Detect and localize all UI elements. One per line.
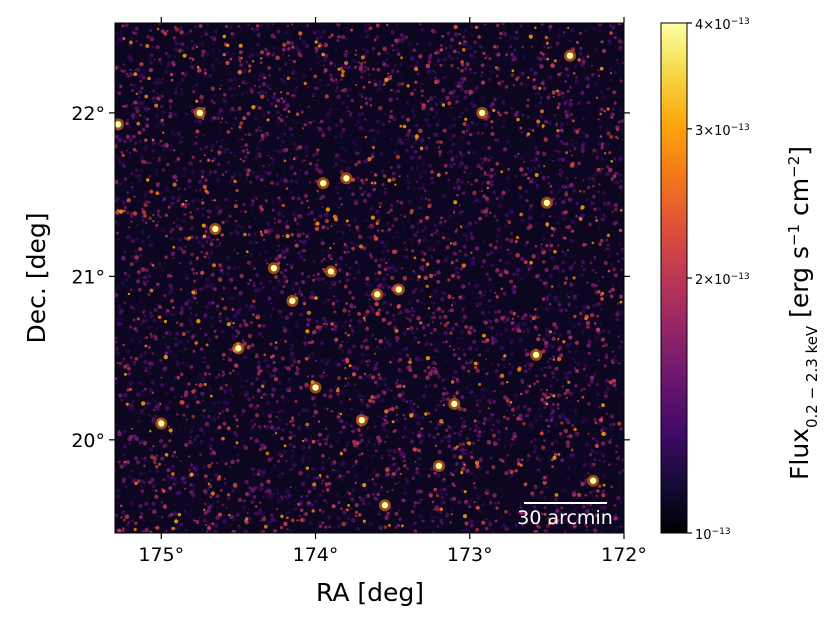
colorbar-gradient	[660, 22, 688, 534]
colorbar-title: Flux0.2 − 2.3 keV [erg s−1 cm−2]	[785, 146, 821, 480]
point-source	[324, 265, 337, 278]
point-source	[378, 499, 391, 512]
point-source	[232, 342, 245, 355]
point-source	[432, 459, 445, 472]
point-source	[355, 414, 368, 427]
scale-bar-label: 30 arcmin	[517, 507, 613, 529]
point-source	[371, 288, 384, 301]
point-source	[115, 118, 125, 131]
y-tick-label: 20°	[71, 430, 105, 452]
point-source	[209, 222, 222, 235]
x-axis-title: RA [deg]	[316, 578, 424, 607]
point-source	[448, 397, 461, 410]
point-source	[155, 417, 168, 430]
sky-map	[115, 23, 624, 533]
point-source	[476, 106, 489, 119]
point-source	[309, 381, 322, 394]
colorbar-tick-label: 3×10−13	[695, 123, 750, 139]
x-tick-label: 174°	[293, 544, 339, 566]
point-source	[564, 49, 577, 62]
x-tick-label: 173°	[447, 544, 493, 566]
y-tick-label: 22°	[71, 103, 105, 125]
y-tick-label: 21°	[71, 266, 105, 288]
point-source	[587, 474, 600, 487]
colorbar-tick-label: 10−13	[695, 527, 731, 543]
point-source	[317, 177, 330, 190]
point-source	[267, 262, 280, 275]
point-source	[193, 106, 206, 119]
scale-bar: 30 arcmin	[517, 502, 613, 529]
diffuse-emission	[115, 23, 624, 533]
point-sources	[115, 49, 600, 512]
plot-frame	[114, 22, 625, 534]
colorbar-ticks: 10−13 2×10−13 3×10−13 4×10−13	[687, 17, 750, 543]
colorbar: 10−13 2×10−13 3×10−13 4×10−13 Flux0.2 − 2.3…	[660, 17, 821, 543]
colorbar-tick-label: 4×10−13	[695, 17, 750, 33]
point-source	[340, 172, 353, 185]
axes: 175° 174° 173° 172° 20° 21° 22°	[71, 17, 647, 566]
y-axis-title: Dec. [deg]	[22, 213, 51, 344]
point-source	[286, 294, 299, 307]
colorbar-tick-label: 2×10−13	[695, 272, 750, 288]
point-source	[392, 283, 405, 296]
point-source	[540, 196, 553, 209]
x-tick-label: 175°	[138, 544, 184, 566]
x-tick-label: 172°	[601, 544, 647, 566]
point-source	[530, 348, 543, 361]
